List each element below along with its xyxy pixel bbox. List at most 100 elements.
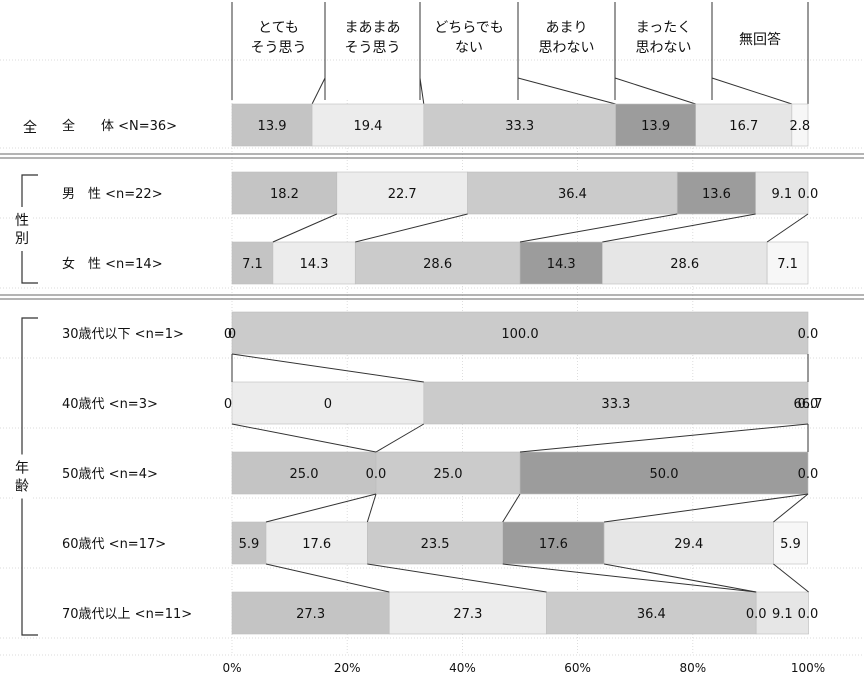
bar-segment — [755, 171, 809, 215]
x-tick-label: 80% — [679, 661, 706, 675]
data-label: 7.1 — [242, 257, 263, 272]
bar-segment — [546, 591, 757, 635]
data-label: 23.5 — [421, 537, 450, 552]
row-label: 女 性 <n=14> — [62, 256, 163, 272]
legend-pointer — [419, 77, 425, 105]
row-label: 男 性 <n=22> — [62, 187, 163, 202]
data-label: 9.1 — [771, 187, 792, 202]
data-label: 5.9 — [780, 537, 801, 552]
data-label: 17.6 — [302, 537, 331, 552]
bar-segment — [388, 591, 547, 635]
data-label: 0.0 — [798, 187, 819, 202]
legend-label: 無回答 — [739, 31, 781, 48]
data-label: 13.9 — [641, 119, 670, 134]
bar-segment — [423, 381, 809, 425]
bar-segment — [375, 451, 521, 495]
data-label: 13.6 — [702, 187, 731, 202]
bar-segment — [272, 241, 356, 285]
bar-segment — [231, 103, 313, 147]
data-label: 7.1 — [777, 257, 798, 272]
connector-line — [367, 563, 547, 593]
connector-line — [519, 423, 809, 453]
bar-segment — [231, 171, 338, 215]
legend-pointer — [614, 77, 696, 105]
row-label: 50歳代 <n=4> — [62, 467, 158, 482]
group-label: 全 — [23, 119, 37, 136]
data-label: 25.0 — [434, 467, 463, 482]
bar-segment — [467, 171, 678, 215]
bracket-gap — [14, 207, 32, 251]
bar-segment — [791, 103, 809, 147]
connector-line — [265, 493, 377, 523]
group-label: 別 — [15, 231, 29, 247]
connector-line — [502, 563, 757, 593]
data-label: 36.4 — [558, 187, 587, 202]
legend-label: そう思う — [251, 40, 307, 56]
bar-segment — [265, 521, 368, 565]
data-label: 33.3 — [505, 119, 534, 134]
data-label: 36.4 — [637, 607, 666, 622]
group-label: 性 — [15, 213, 29, 229]
x-tick-label: 100% — [791, 661, 825, 675]
connector-line — [231, 423, 377, 453]
data-label: 0.0 — [798, 397, 819, 412]
data-label: 2.8 — [790, 119, 811, 134]
data-label: 27.3 — [296, 607, 325, 622]
bar-segment — [367, 521, 504, 565]
data-label: 0 — [224, 327, 232, 342]
bar-segment — [502, 521, 605, 565]
bar-segment — [519, 241, 603, 285]
data-label: 27.3 — [453, 607, 482, 622]
row-label: 全 体 <N=36> — [62, 118, 177, 134]
bar-segment — [231, 381, 425, 425]
data-label: 0 — [324, 397, 332, 412]
data-label: 13.9 — [258, 119, 287, 134]
bar-segment — [354, 241, 521, 285]
row-label: 60歳代 <n=17> — [62, 537, 166, 552]
row-label: 40歳代 <n=3> — [62, 397, 158, 412]
bar-segment — [676, 171, 756, 215]
legend-label: どちらでも — [434, 20, 504, 36]
data-label: 28.6 — [423, 257, 452, 272]
data-label: 14.3 — [300, 257, 329, 272]
connector-line — [773, 493, 809, 523]
data-label: 28.6 — [670, 257, 699, 272]
data-label: 17.6 — [539, 537, 568, 552]
legend-pointer — [517, 77, 616, 105]
bar-segment — [231, 241, 274, 285]
connector-line — [604, 493, 809, 523]
data-label: 16.7 — [729, 119, 758, 134]
legend-label: とても — [258, 20, 299, 36]
row-label: 30歳代以下 <n=1> — [62, 327, 184, 342]
connector-line — [355, 213, 468, 243]
bar-segment — [695, 103, 793, 147]
data-label: 14.3 — [547, 257, 576, 272]
group-label: 齢 — [15, 479, 29, 495]
connector-line — [519, 213, 678, 243]
row-label: 70歳代以上 <n=11> — [62, 607, 192, 622]
bar-segment — [311, 103, 425, 147]
data-label: 66.7 — [794, 397, 823, 412]
data-label: 29.4 — [674, 537, 703, 552]
bar-segment — [615, 103, 696, 147]
connector-line — [604, 563, 757, 593]
connector-line — [366, 493, 377, 523]
legend-pointer — [311, 77, 326, 105]
legend-label: まったく — [636, 20, 691, 36]
bar-segment — [602, 241, 768, 285]
bar-segment — [231, 451, 377, 495]
data-label: 0 — [224, 397, 232, 412]
connector-line — [231, 353, 424, 383]
x-tick-label: 0% — [222, 661, 241, 675]
bar-segment — [773, 521, 808, 565]
data-label: 100.0 — [501, 327, 538, 342]
connector-line — [265, 563, 390, 593]
legend-label: 思わない — [636, 40, 692, 56]
data-label: 18.2 — [270, 187, 299, 202]
bar-segment — [603, 521, 774, 565]
connector-line — [773, 563, 809, 593]
data-label: 25.0 — [290, 467, 319, 482]
data-label: 0.0 — [798, 467, 819, 482]
